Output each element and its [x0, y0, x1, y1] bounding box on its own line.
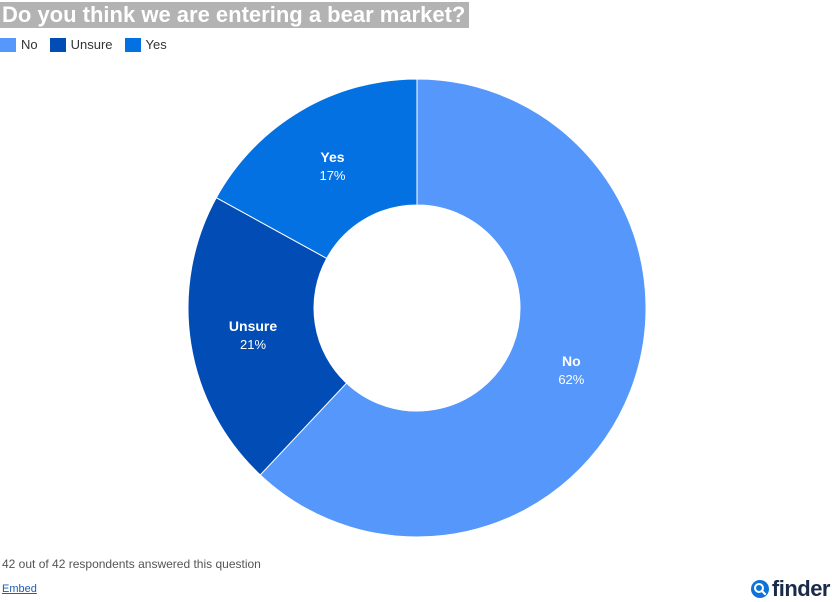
finder-logo-icon	[750, 580, 769, 598]
slice-label-no: No	[562, 353, 581, 369]
chart-title: Do you think we are entering a bear mark…	[0, 2, 470, 28]
slice-label-unsure: Unsure	[229, 318, 277, 334]
legend-item-unsure: Unsure	[49, 37, 113, 52]
legend-swatch-yes	[124, 37, 141, 52]
legend-label-unsure: Unsure	[70, 37, 113, 52]
slice-yes	[215, 78, 418, 260]
slice-value-yes: 17%	[319, 168, 345, 183]
slice-value-unsure: 21%	[240, 337, 266, 352]
slice-label-yes: Yes	[320, 149, 344, 165]
respondents-note: 42 out of 42 respondents answered this q…	[2, 557, 261, 571]
legend-swatch-no	[0, 37, 16, 52]
donut-chart: No 62% Unsure 21% Yes 17%	[187, 78, 647, 538]
legend-label-no: No	[21, 37, 38, 52]
finder-logo: finder	[750, 576, 831, 602]
slice-unsure	[187, 196, 348, 476]
legend-item-yes: Yes	[124, 37, 167, 52]
legend-item-no: No	[0, 37, 38, 52]
slice-no	[259, 78, 647, 538]
embed-link[interactable]: Embed	[2, 583, 37, 595]
finder-logo-text: finder	[771, 576, 831, 601]
slice-value-no: 62%	[558, 372, 584, 387]
legend-label-yes: Yes	[145, 37, 167, 52]
chart-legend: No Unsure Yes	[0, 37, 167, 52]
legend-swatch-unsure	[49, 37, 66, 52]
